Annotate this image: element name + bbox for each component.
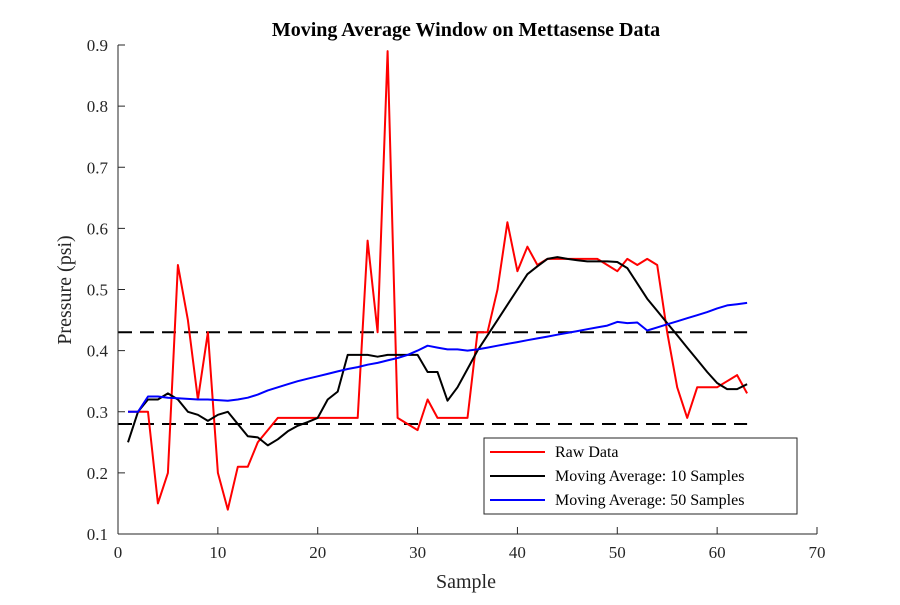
y-axis-label: Pressure (psi)	[54, 235, 76, 344]
legend-label-ma-10: Moving Average: 10 Samples	[555, 468, 744, 485]
legend-label-ma-50: Moving Average: 50 Samples	[555, 492, 744, 509]
y-tick-label: 0.6	[87, 219, 108, 238]
x-axis-label: Sample	[436, 571, 496, 593]
series-line-moving-average-50-samples	[128, 301, 748, 413]
legend: Raw Data Moving Average: 10 Samples Movi…	[483, 437, 798, 515]
y-tick-label: 0.5	[87, 281, 108, 300]
x-tick-label: 70	[809, 543, 826, 562]
chart-title: Moving Average Window on Mettasense Data	[272, 19, 660, 41]
y-tick-label: 0.8	[87, 97, 108, 116]
y-tick-label: 0.2	[87, 464, 108, 483]
x-tick-label: 30	[409, 543, 426, 562]
x-tick-label: 0	[114, 543, 123, 562]
series-line-moving-average-10-samples	[127, 256, 748, 447]
series-lines	[127, 50, 748, 511]
legend-label-raw-data: Raw Data	[555, 444, 619, 461]
x-tick-label: 60	[709, 543, 726, 562]
y-tick-label: 0.7	[87, 158, 109, 177]
y-tick-label: 0.4	[87, 342, 109, 361]
reference-lines	[118, 331, 748, 425]
series-line-raw-data	[128, 50, 748, 511]
x-tick-label: 20	[309, 543, 326, 562]
y-tick-label: 0.9	[87, 36, 108, 55]
y-tick-label: 0.1	[87, 525, 108, 544]
y-tick-label: 0.3	[87, 403, 108, 422]
x-tick-label: 50	[609, 543, 626, 562]
axes: 0 10 20 30 40 50 60 70 0.1 0.2 0.3 0.4 0.5 0.6 0.7 0.8 0…	[87, 36, 826, 562]
x-tick-label: 40	[509, 543, 526, 562]
x-tick-label: 10	[209, 543, 226, 562]
